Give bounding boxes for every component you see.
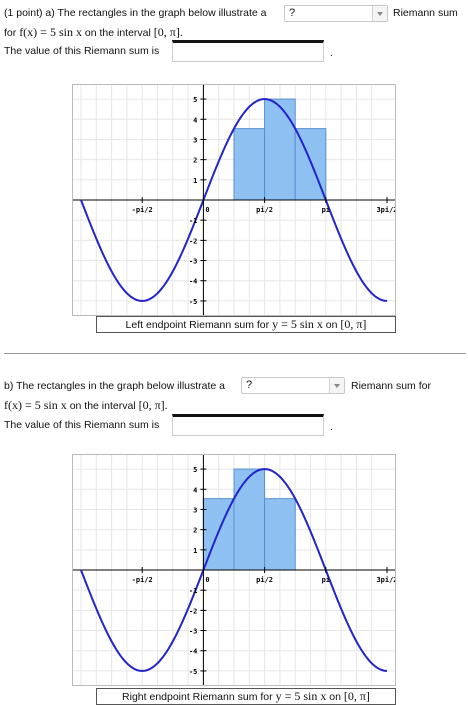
part-b-caption: Right endpoint Riemann sum for y = 5 sin… bbox=[96, 688, 396, 705]
riemann-rectangle bbox=[233, 468, 266, 571]
part-b-function: f(x) = 5 sin x bbox=[4, 398, 67, 412]
part-a-caption: Left endpoint Riemann sum for y = 5 sin … bbox=[96, 316, 396, 333]
x-tick-label: 3pi/2 bbox=[376, 576, 395, 584]
part-a-after-select: Riemann sum bbox=[393, 7, 458, 19]
part-a-value-prompt: The value of this Riemann sum is bbox=[4, 45, 160, 57]
y-tick-label: 1 bbox=[193, 177, 197, 185]
part-b-after-select: Riemann sum for bbox=[351, 380, 431, 392]
section-divider bbox=[4, 353, 466, 354]
x-tick-label: 3pi/2 bbox=[376, 206, 395, 214]
y-tick-label: -5 bbox=[189, 668, 197, 676]
part-b-graph: -pi/2 0 pi/2 pi 3pi/2 -5 -4 -3 -2 -1 1 2 3 4 5 bbox=[72, 454, 396, 686]
y-tick-label: -3 bbox=[189, 628, 197, 636]
x-tick-label: pi/2 bbox=[256, 206, 273, 214]
x-tick-label: 0 bbox=[205, 206, 209, 214]
y-tick-label: 2 bbox=[193, 527, 197, 535]
riemann-rectangle bbox=[264, 98, 296, 201]
y-tick-label: -3 bbox=[189, 258, 197, 266]
y-tick-label: -4 bbox=[189, 278, 197, 286]
y-tick-label: 3 bbox=[193, 506, 197, 514]
riemann-rectangle bbox=[233, 128, 266, 201]
x-tick-label: -pi/2 bbox=[132, 576, 153, 584]
x-tick-label: pi bbox=[322, 576, 330, 584]
part-b-intro: b) The rectangles in the graph below ill… bbox=[4, 380, 226, 392]
x-tick-label: 0 bbox=[205, 576, 209, 584]
part-a-function-line: for f(x) = 5 sin x on the interval [0, π… bbox=[4, 25, 183, 40]
part-a-function: f(x) = 5 sin x bbox=[19, 25, 82, 39]
riemann-rectangle bbox=[264, 498, 296, 571]
y-tick-label: 2 bbox=[193, 157, 197, 165]
y-tick-label: 5 bbox=[193, 96, 197, 104]
y-tick-label: -4 bbox=[189, 648, 197, 656]
x-tick-label: -pi/2 bbox=[132, 206, 153, 214]
y-tick-label: -1 bbox=[189, 217, 197, 225]
function-curve bbox=[80, 468, 388, 672]
part-a-period: . bbox=[330, 47, 333, 59]
y-tick-label: -1 bbox=[189, 587, 197, 595]
chevron-down-icon bbox=[329, 378, 344, 393]
part-b-answer-input[interactable] bbox=[172, 414, 324, 436]
part-a-graph: -pi/2 0 pi/2 pi 3pi/2 -5 -4 -3 -2 -1 1 2 3 4 5 bbox=[72, 84, 396, 316]
part-a-intro: (1 point) a) The rectangles in the graph… bbox=[4, 7, 267, 19]
part-b-function-line: f(x) = 5 sin x on the interval [0, π]. bbox=[4, 398, 168, 413]
y-tick-label: -2 bbox=[189, 237, 197, 245]
part-a-answer-input[interactable] bbox=[172, 40, 324, 62]
function-curve bbox=[80, 98, 388, 302]
y-tick-label: 1 bbox=[193, 547, 197, 555]
y-tick-label: -2 bbox=[189, 607, 197, 615]
y-tick-label: -5 bbox=[189, 298, 197, 306]
y-tick-label: 4 bbox=[193, 116, 197, 124]
part-a-interval: [0, π]. bbox=[153, 25, 183, 39]
y-tick-label: 5 bbox=[193, 466, 197, 474]
part-b-interval: [0, π]. bbox=[138, 398, 168, 412]
x-tick-label: pi bbox=[322, 206, 330, 214]
chevron-down-icon bbox=[372, 6, 387, 21]
part-b-period: . bbox=[330, 421, 333, 433]
part-a-chart: -pi/2 0 pi/2 pi 3pi/2 -5 -4 -3 -2 -1 1 2 3 4 5 bbox=[73, 85, 395, 315]
part-b-value-prompt: The value of this Riemann sum is bbox=[4, 419, 160, 431]
part-b-chart: -pi/2 0 pi/2 pi 3pi/2 -5 -4 -3 -2 -1 1 2 3 4 5 bbox=[73, 455, 395, 685]
x-tick-label: pi/2 bbox=[256, 576, 273, 584]
y-tick-label: 3 bbox=[193, 136, 197, 144]
y-tick-label: 4 bbox=[193, 486, 197, 494]
part-b-type-select[interactable]: ? bbox=[241, 377, 345, 394]
part-a-type-select[interactable]: ? bbox=[284, 5, 388, 22]
